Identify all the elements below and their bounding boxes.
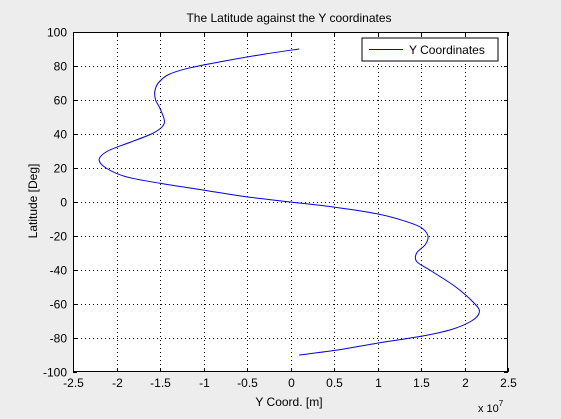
x-axis-multiplier-base: x 10 (478, 403, 499, 415)
y-tick-label-neg80: -80 (50, 332, 68, 346)
x-tick-label-0p5: 0.5 (326, 376, 343, 390)
x-tick-label-2: 2 (462, 376, 469, 390)
y-tick-label-20: 20 (54, 162, 68, 176)
x-tick-label-1p5: 1.5 (413, 376, 430, 390)
legend: Y Coordinates (361, 37, 499, 62)
series-layer (98, 48, 480, 356)
legend-label-y-coordinates: Y Coordinates (409, 43, 485, 57)
legend-box (361, 37, 499, 62)
y-tick-label-neg100: -100 (43, 366, 67, 380)
x-tick-label-neg2p5: -2.5 (63, 376, 84, 390)
y-tick-label-neg60: -60 (50, 298, 68, 312)
x-tick-label-neg2: -2 (112, 376, 123, 390)
y-tick-label-80: 80 (54, 60, 68, 74)
y-tick-label-0: 0 (60, 196, 67, 210)
x-tick-label-2p5: 2.5 (500, 376, 517, 390)
x-axis-multiplier-exponent: 7 (499, 399, 504, 408)
chart-title: The Latitude against the Y coordinates (186, 11, 391, 25)
x-tick-label-1: 1 (375, 376, 382, 390)
series-line-y-coordinates (98, 48, 480, 356)
y-tick-label-neg40: -40 (50, 264, 68, 278)
y-axis-label: Latitude [Deg] (26, 164, 40, 239)
x-tick-label-neg1: -1 (199, 376, 210, 390)
x-tick-label-0: 0 (288, 376, 295, 390)
x-tick-label-neg0p5: -0.5 (237, 376, 258, 390)
axis-ticks (73, 32, 509, 373)
y-tick-label-40: 40 (54, 128, 68, 142)
x-axis-label: Y Coord. [m] (255, 395, 322, 409)
y-tick-label-neg20: -20 (50, 230, 68, 244)
y-tick-label-100: 100 (47, 26, 67, 40)
x-tick-label-neg1p5: -1.5 (150, 376, 171, 390)
y-tick-label-60: 60 (54, 94, 68, 108)
grid-lines (73, 32, 508, 372)
x-axis-multiplier: x 107 (478, 399, 504, 415)
tick-labels: -2.5 -2 -1.5 -1 -0.5 0 0.5 1 1.5 2 2.5 -100 -80 -60 -4… (43, 26, 517, 391)
